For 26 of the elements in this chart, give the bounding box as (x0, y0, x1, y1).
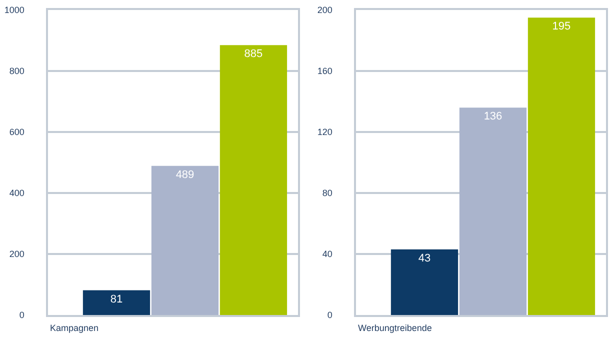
data-label: 81 (110, 293, 123, 306)
y-tick-label: 160 (317, 66, 332, 76)
bar (151, 166, 219, 315)
y-tick-label: 200 (317, 5, 332, 16)
data-label: 195 (552, 20, 571, 33)
bar (390, 249, 458, 315)
y-tick-label: 0 (327, 310, 332, 320)
y-tick-label: 200 (9, 249, 24, 260)
data-label: 885 (244, 48, 263, 60)
x-axis-title: Werbungtreibende (358, 323, 432, 333)
y-tick-label: 40 (322, 249, 332, 260)
data-label: 489 (176, 168, 194, 181)
bar (528, 18, 596, 315)
bar (82, 290, 150, 315)
bar (459, 108, 527, 315)
y-tick-label: 400 (9, 188, 24, 198)
data-label: 136 (484, 110, 502, 123)
y-tick-label: 600 (9, 127, 24, 138)
y-tick-label: 80 (322, 188, 332, 198)
bar (220, 45, 288, 315)
y-tick-label: 800 (9, 66, 24, 76)
y-tick-label: 120 (317, 127, 332, 138)
y-tick-label: 1000 (4, 5, 24, 16)
x-axis-title: Kampagnen (50, 323, 99, 333)
data-label: 43 (418, 252, 431, 264)
y-tick-label: 0 (19, 310, 24, 320)
